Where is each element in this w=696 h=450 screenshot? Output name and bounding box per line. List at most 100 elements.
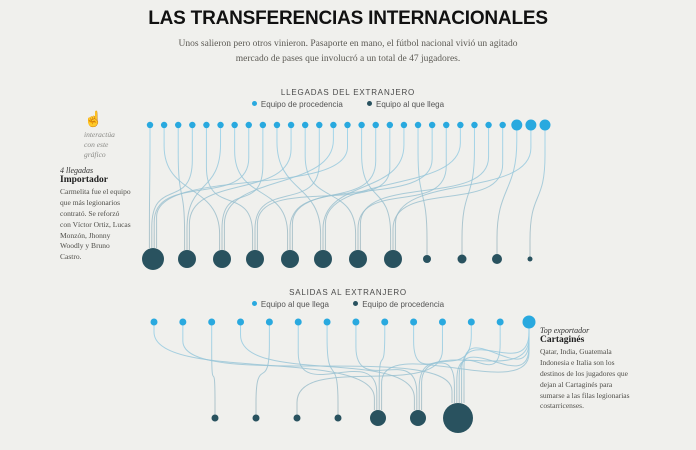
origin-team-dot[interactable] xyxy=(522,315,536,329)
origin-team-dot[interactable] xyxy=(344,121,351,129)
origin-team-dot[interactable] xyxy=(175,121,182,129)
transfer-line xyxy=(355,325,418,410)
origin-team-dot[interactable] xyxy=(217,121,224,129)
page-title: LAS TRANSFERENCIAS INTERNACIONALES xyxy=(148,8,548,29)
transfer-line xyxy=(378,325,386,410)
origin-team-dot[interactable] xyxy=(287,121,295,129)
transfer-line xyxy=(322,128,405,250)
origin-team-dot[interactable] xyxy=(467,318,475,326)
transfer-line xyxy=(182,325,453,403)
transfer-line xyxy=(461,128,475,255)
origin-team-dot[interactable] xyxy=(499,121,506,129)
origin-team-dot[interactable] xyxy=(294,318,302,326)
transfer-line xyxy=(296,325,443,415)
annotation-team-name: Cartaginés xyxy=(540,335,585,345)
origin-team-dot[interactable] xyxy=(179,318,187,326)
destination-team-dot[interactable] xyxy=(252,414,260,422)
transfer-line xyxy=(361,128,392,250)
transfer-line xyxy=(291,128,433,250)
origin-team-dot[interactable] xyxy=(372,121,379,129)
destination-team-dot[interactable] xyxy=(349,250,367,268)
origin-team-dot[interactable] xyxy=(352,318,360,326)
origin-team-dot[interactable] xyxy=(146,121,154,129)
legend-item-label: Equipo de procedencia xyxy=(260,100,343,109)
origin-team-dot[interactable] xyxy=(189,121,196,129)
origin-team-dot[interactable] xyxy=(414,121,422,129)
origin-team-dot[interactable] xyxy=(265,318,273,326)
origin-team-dot[interactable] xyxy=(457,121,464,129)
transfer-line xyxy=(304,128,357,250)
origin-team-dot[interactable] xyxy=(496,318,504,326)
origin-team-dot[interactable] xyxy=(301,121,309,129)
legend-dest-dot-icon xyxy=(367,101,372,106)
transfer-line xyxy=(151,128,193,248)
origin-team-dot[interactable] xyxy=(316,121,323,129)
transfer-line xyxy=(223,128,334,250)
origin-team-dot[interactable] xyxy=(245,121,252,129)
origin-team-dot[interactable] xyxy=(438,318,446,326)
origin-team-dot[interactable] xyxy=(231,121,238,129)
origin-team-dot[interactable] xyxy=(539,119,551,131)
transfer-line xyxy=(392,128,504,250)
origin-team-dot[interactable] xyxy=(203,121,210,129)
origin-team-dot[interactable] xyxy=(381,318,389,326)
origin-team-dot[interactable] xyxy=(330,121,337,129)
origin-team-dot[interactable] xyxy=(400,121,408,129)
destination-team-dot[interactable] xyxy=(384,250,402,268)
transfer-line xyxy=(254,128,320,250)
interaction-hint-label: interactúa con este gráfico xyxy=(84,130,115,160)
origin-team-dot[interactable] xyxy=(443,121,450,129)
destination-team-dot[interactable] xyxy=(370,410,386,426)
origin-team-dot[interactable] xyxy=(525,119,537,131)
legend-item-llega: Equipo al que llega xyxy=(251,300,329,309)
section-title-llegadas: LLEGADAS DEL EXTRANJERO xyxy=(280,88,416,97)
transfer-line xyxy=(324,128,461,250)
transfer-line xyxy=(394,130,532,250)
origin-team-dot[interactable] xyxy=(410,318,418,326)
destination-team-dot[interactable] xyxy=(443,403,473,433)
legend-item-procedencia: Equipo de procedencia xyxy=(353,300,444,309)
transfer-line xyxy=(255,325,270,415)
destination-team-dot[interactable] xyxy=(527,256,533,262)
destination-team-dot[interactable] xyxy=(281,250,299,268)
origin-team-dot[interactable] xyxy=(273,121,281,129)
destination-team-dot[interactable] xyxy=(423,255,431,263)
transfer-line xyxy=(188,128,292,250)
legend-salidas: Equipo al que llega Equipo de procedenci… xyxy=(0,300,696,309)
origin-team-dot[interactable] xyxy=(485,121,492,129)
destination-team-dot[interactable] xyxy=(246,250,264,268)
destination-team-dot[interactable] xyxy=(213,250,231,268)
annotation-body: Carmelita fue el equipo que más legionar… xyxy=(60,187,131,262)
destination-team-dot[interactable] xyxy=(293,414,301,422)
origin-team-dot[interactable] xyxy=(323,318,331,326)
destination-team-dot[interactable] xyxy=(314,250,332,268)
legend-item-label: Equipo de procedencia xyxy=(362,300,445,309)
origin-team-dot[interactable] xyxy=(358,121,365,129)
annotation-body: Qatar, India, Guatemala Indonesia e Ital… xyxy=(540,347,630,411)
origin-team-dot[interactable] xyxy=(150,318,158,326)
transfer-line xyxy=(421,328,530,410)
origin-team-dot[interactable] xyxy=(386,121,394,129)
destination-team-dot[interactable] xyxy=(410,410,426,426)
section-title-salidas: SALIDAS AL EXTRANJERO xyxy=(289,288,407,297)
origin-team-dot[interactable] xyxy=(471,121,478,129)
origin-team-dot[interactable] xyxy=(208,318,216,326)
destination-team-dot[interactable] xyxy=(334,414,342,422)
legend-dest-dot-icon xyxy=(353,301,359,306)
origin-team-dot[interactable] xyxy=(428,121,436,129)
legend-origin-dot-icon xyxy=(251,301,257,306)
origin-team-dot[interactable] xyxy=(259,121,267,129)
destination-team-dot[interactable] xyxy=(178,250,196,268)
transfer-line xyxy=(205,128,254,250)
transfer-line xyxy=(496,130,518,254)
origin-team-dot[interactable] xyxy=(160,121,168,129)
destination-team-dot[interactable] xyxy=(142,248,164,270)
transfer-line xyxy=(234,128,289,250)
destination-team-dot[interactable] xyxy=(211,414,219,422)
origin-team-dot[interactable] xyxy=(511,119,523,131)
destination-team-dot[interactable] xyxy=(492,254,502,264)
transfer-line xyxy=(529,130,546,257)
destination-team-dot[interactable] xyxy=(457,254,467,264)
origin-team-dot[interactable] xyxy=(237,318,245,326)
